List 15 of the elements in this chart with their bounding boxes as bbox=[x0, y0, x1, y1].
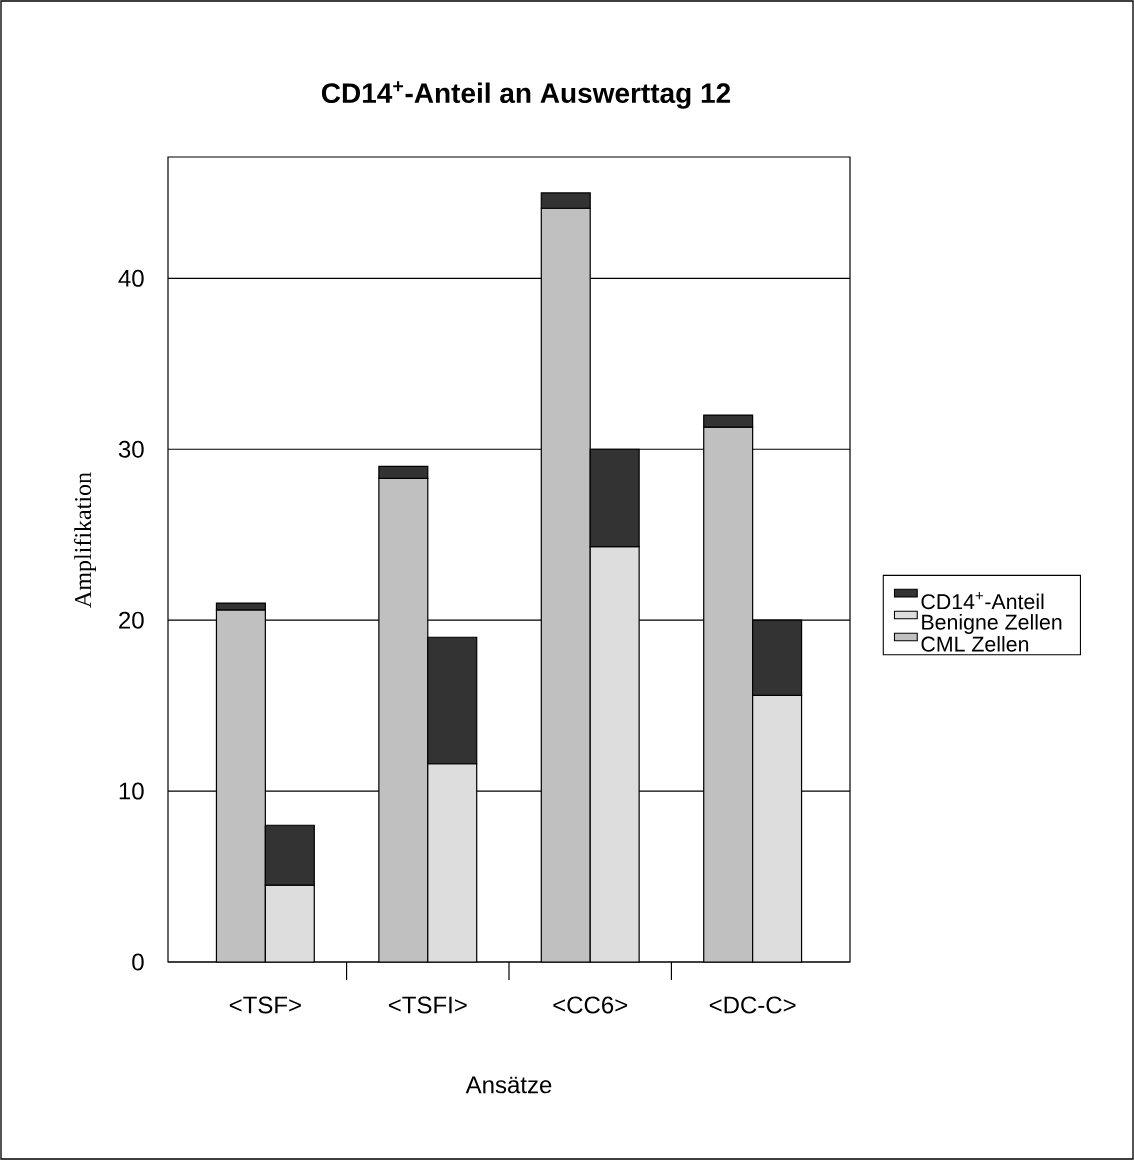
y-tick-label: 0 bbox=[132, 953, 144, 971]
legend-label: Benigne Zellen bbox=[922, 614, 1062, 634]
y-tick-label: 20 bbox=[119, 611, 144, 629]
legend-label: CML Zellen bbox=[921, 636, 1029, 652]
y-axis-title: Amplifikation bbox=[74, 472, 96, 608]
x-axis-title: Ansätze bbox=[465, 1076, 552, 1094]
y-tick-label: 10 bbox=[119, 782, 144, 800]
legend-label: CD14$^{+}$-Anteil bbox=[921, 592, 1044, 610]
text: <TSF> bbox=[229, 996, 301, 1014]
text: <CC6> bbox=[553, 996, 628, 1014]
text: <TSFI> bbox=[388, 996, 467, 1014]
y-tick-label: 30 bbox=[118, 440, 144, 458]
chart-title: CD14$^{+}$-Anteil an Auswerttag 12 bbox=[321, 81, 731, 109]
y-tick-label: 40 bbox=[118, 269, 144, 287]
text: <DC-C> bbox=[709, 996, 796, 1014]
